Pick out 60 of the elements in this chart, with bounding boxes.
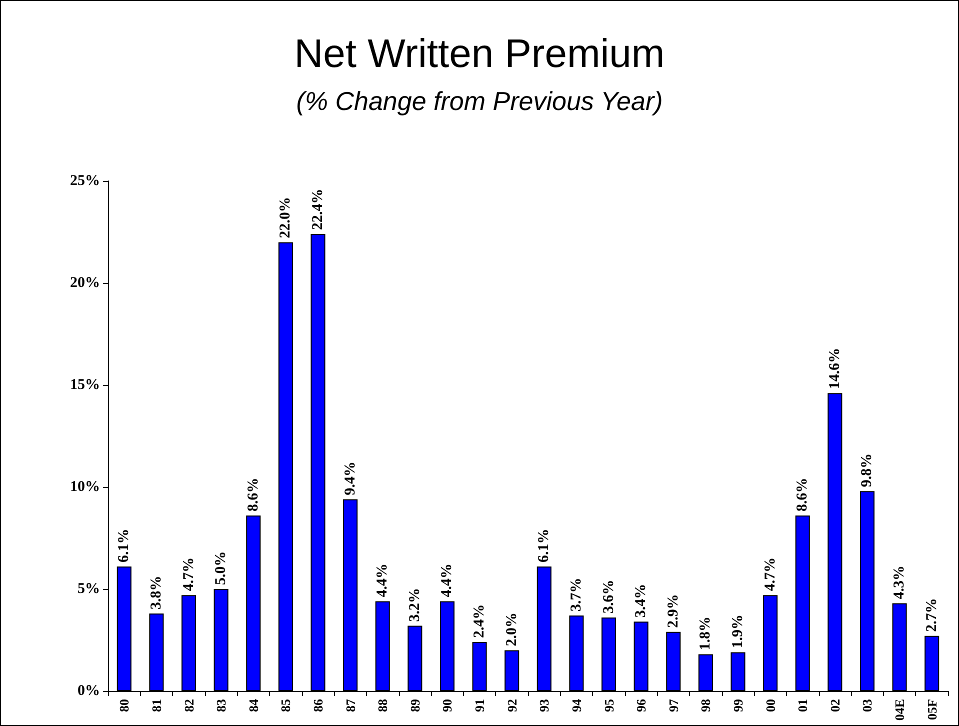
y-tick-label: 20% [70, 275, 100, 291]
y-tick-label: 0% [78, 683, 100, 699]
x-tick-label: 03 [860, 698, 875, 712]
x-tick-label: 87 [342, 698, 358, 712]
x-tick-label: 04E [892, 699, 908, 721]
data-label: 3.8% [148, 576, 164, 610]
data-label: 3.7% [568, 578, 584, 612]
data-label: 4.7% [762, 557, 778, 592]
chart-subtitle: (% Change from Previous Year) [296, 86, 663, 116]
x-tick-label: 86 [310, 698, 326, 712]
data-label: 14.6% [826, 348, 843, 390]
data-label: 3.6% [600, 580, 617, 614]
data-label: 22.4% [310, 188, 326, 230]
x-tick-label: 02 [827, 699, 842, 712]
x-tick-label: 99 [730, 698, 746, 712]
x-tick-label: 98 [698, 698, 714, 712]
x-tick-label: 97 [666, 698, 681, 712]
y-tick-label: 25% [70, 173, 100, 189]
x-tick-label: 88 [375, 698, 390, 712]
x-tick-label: 82 [181, 699, 196, 712]
data-label: 8.6% [794, 478, 811, 512]
data-label: 5.0% [213, 551, 230, 585]
x-tick-label: 81 [148, 699, 164, 712]
x-tick-label: 80 [116, 699, 132, 712]
x-tick-label: 83 [214, 698, 229, 712]
x-tick-label: 89 [407, 698, 422, 712]
data-label: 1.8% [698, 616, 714, 650]
chart-title: Net Written Premium [294, 32, 665, 76]
data-label: 2.7% [924, 598, 940, 632]
data-label: 2.0% [504, 612, 520, 646]
data-label: 1.9% [730, 614, 746, 648]
data-label: 2.9% [665, 594, 682, 628]
x-tick-label: 92 [504, 699, 520, 712]
y-tick-label: 5% [78, 581, 100, 597]
data-label: 4.4% [374, 563, 391, 598]
x-tick-label: 94 [568, 698, 584, 712]
x-tick-label: 96 [634, 698, 649, 712]
data-label: 4.3% [892, 566, 908, 600]
x-tick-label: 90 [440, 699, 455, 712]
data-label: 3.4% [633, 584, 650, 618]
data-label: 3.2% [406, 588, 423, 622]
y-tick-label: 15% [70, 377, 100, 393]
x-tick-label: 95 [601, 698, 616, 712]
data-label: 4.7% [180, 557, 197, 592]
x-tick-label: 85 [278, 698, 294, 712]
x-tick-label: 01 [795, 699, 810, 712]
data-label: 2.4% [472, 604, 488, 638]
data-label: 9.8% [859, 453, 876, 488]
y-tick-label: 10% [70, 479, 100, 495]
data-label: 6.1% [536, 528, 552, 563]
data-label: 9.4% [342, 461, 358, 496]
x-tick-label: 00 [762, 699, 778, 712]
data-label: 8.6% [245, 478, 262, 512]
data-label: 22.0% [278, 196, 294, 238]
data-label: 4.4% [439, 563, 456, 598]
x-tick-label: 93 [536, 698, 552, 712]
x-tick-label: 91 [472, 699, 488, 712]
x-tick-label: 05F [924, 698, 940, 720]
x-tick-label: 84 [246, 698, 261, 712]
data-label: 6.1% [116, 528, 132, 563]
